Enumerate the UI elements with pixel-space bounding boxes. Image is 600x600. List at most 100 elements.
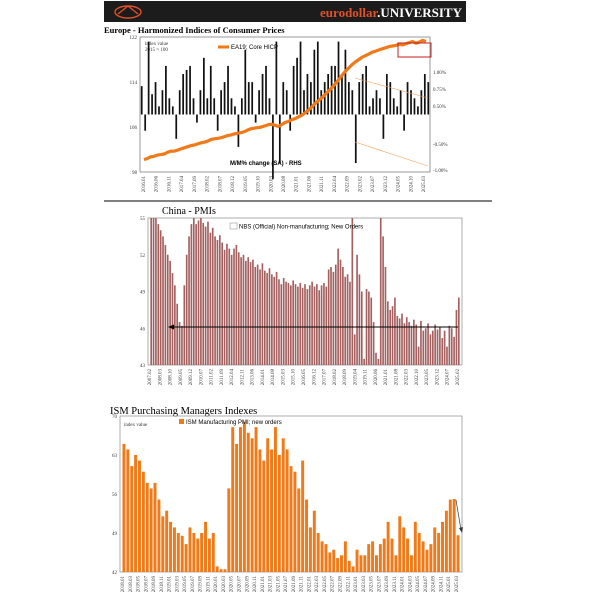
- chart2-y-tick-label: 46: [140, 327, 146, 332]
- chart1-left-y-tick-label: 106: [130, 126, 138, 131]
- chart2-bar: [405, 317, 408, 365]
- chart2-bar: [202, 222, 205, 365]
- chart2-bar: [410, 325, 413, 365]
- chart3-bar: [231, 427, 235, 572]
- chart2-bar: [344, 276, 347, 365]
- chart3-bar: [172, 527, 176, 572]
- chart3-x-tick-label: 2022.01: [307, 576, 312, 593]
- chart2-bar: [242, 254, 245, 365]
- chart3-bar: [328, 552, 332, 572]
- chart1-left-y-tick-label: 114: [130, 81, 138, 86]
- chart1-mm-bar: [254, 114, 257, 123]
- chart1-x-tick-label: 2016.11: [167, 176, 172, 193]
- chart2-bar: [155, 218, 157, 365]
- chart2-x-tick-label: 2009.12: [189, 369, 194, 386]
- chart2-bar: [280, 284, 283, 365]
- chart2-bar: [226, 243, 228, 365]
- chart1-mm-bar: [251, 82, 254, 115]
- chart3-x-tick-label: 2018.11: [160, 576, 165, 593]
- chart2-bar: [268, 268, 271, 365]
- chart3-bar: [386, 521, 390, 572]
- chart2-bar: [211, 227, 214, 365]
- chart1-mm-bar: [313, 49, 316, 115]
- chart3-bars: [122, 421, 460, 572]
- chart2-x-tick-label: 2009.05: [179, 369, 184, 386]
- chart2-bar: [294, 284, 297, 365]
- chart1-mm-bars: [140, 41, 430, 180]
- chart3-pointer: [455, 499, 462, 531]
- chart1-mm-bar: [227, 65, 229, 115]
- chart1-right-y-tick-label: 0.50%: [433, 105, 446, 110]
- chart3-bar: [444, 510, 448, 572]
- chart1-mm-bar: [203, 57, 205, 115]
- chart3-bar: [382, 538, 386, 572]
- chart2-bar: [190, 224, 193, 365]
- chart3-bar: [363, 555, 367, 572]
- chart3-bar: [417, 533, 421, 572]
- chart3-x-tick-label: 2021.07: [284, 576, 289, 593]
- chart3-x-tick-label: 2020.05: [230, 576, 235, 593]
- chart1-title: Europe - Harmonized Indices of Consumer …: [104, 25, 285, 35]
- chart2-x-tick-label: 2017.07: [323, 369, 328, 386]
- chart2-bar: [391, 306, 394, 365]
- chart1-mm-bar: [341, 74, 343, 115]
- chart1-mm-bar: [154, 82, 157, 115]
- chart3-y-tick-label: 56: [112, 493, 118, 498]
- chart3-x-tick-label: 2020.03: [222, 576, 227, 593]
- chart1-mm-bar: [199, 90, 202, 115]
- chart1-mm-bar: [392, 98, 395, 115]
- chart2-bar: [278, 279, 280, 365]
- chart3-bar: [340, 555, 343, 572]
- chart3-x-tick-label: 2019.05: [183, 576, 188, 593]
- chart2-bar: [195, 224, 197, 365]
- chart1-mm-bar: [192, 98, 195, 115]
- chart3-y-tick-label: 42: [112, 571, 118, 576]
- chart3-x-tick-label: 2018.05: [137, 576, 142, 593]
- chart1-highlight-box: [397, 42, 432, 58]
- chart3-y-tick-label: 49: [112, 532, 118, 537]
- chart3-x-tick-label: 2023.01: [354, 576, 359, 593]
- chart2-bar: [351, 218, 354, 365]
- chart3-bar: [227, 488, 231, 572]
- chart2-bar: [228, 248, 231, 365]
- chart2-x-tick-label: 2022.03: [405, 369, 410, 386]
- chart1-mm-bar: [147, 41, 150, 115]
- chart2-bar: [368, 291, 370, 365]
- chart1-mm-bar: [423, 74, 426, 115]
- chart3-bar: [192, 533, 196, 572]
- chart2-bar: [152, 218, 155, 365]
- chart3-x-tick-label: 2020.09: [245, 576, 250, 593]
- chart2-bar: [185, 254, 188, 365]
- chart3-x-tick-label: 2023.03: [362, 576, 367, 593]
- chart2-bar: [245, 260, 247, 365]
- chart3-bar: [293, 471, 297, 572]
- chart2-bar: [455, 309, 458, 365]
- chart2-bar: [323, 282, 325, 365]
- chart1-mm-bar: [230, 98, 233, 115]
- chart1-right-y-tick-label: 0.75%: [433, 88, 446, 93]
- chart2-bar: [457, 297, 460, 365]
- chart2-x-tick-label: 2011.02: [210, 369, 215, 386]
- chart2-bar: [394, 297, 396, 365]
- chart2-bar: [346, 274, 349, 365]
- chart2-bar: [360, 291, 363, 365]
- chart1-left-y-tick-label: 98: [132, 171, 138, 176]
- chart3-bar: [246, 432, 250, 572]
- chart3-legend-swatch: [179, 419, 184, 424]
- chart1-mm-bar: [375, 90, 378, 115]
- chart2-bar: [275, 271, 278, 365]
- chart3-bar: [270, 449, 274, 572]
- chart2-x-tick-label: 2019.04: [353, 369, 358, 386]
- chart2-bar: [259, 269, 261, 365]
- chart2-title: China - PMIs: [162, 206, 216, 217]
- chart1-mm-bar: [220, 90, 222, 115]
- chart2-bar: [214, 236, 216, 365]
- chart3-bar: [433, 527, 437, 572]
- chart3-bar: [211, 533, 215, 572]
- chart3-bar: [316, 533, 320, 572]
- chart1-mm-bar: [310, 82, 312, 115]
- chart2-bar: [209, 232, 212, 365]
- chart2-bar: [192, 218, 195, 365]
- chart1-mm-bar: [206, 98, 209, 115]
- chart2-bar: [356, 254, 358, 365]
